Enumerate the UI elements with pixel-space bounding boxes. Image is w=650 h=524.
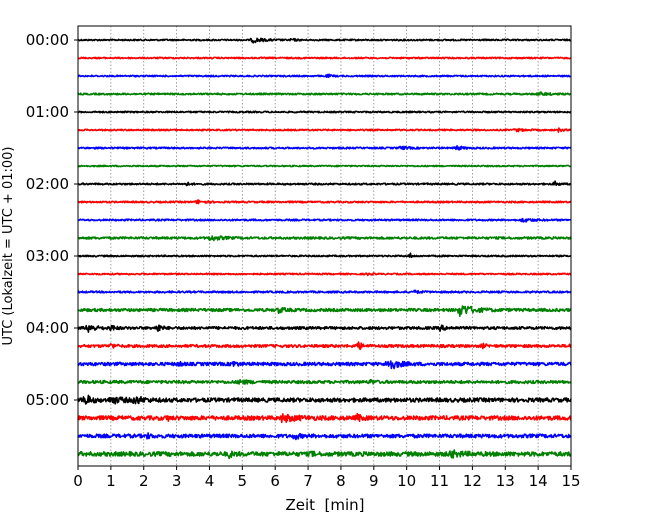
trace-19: [77, 378, 572, 385]
y-tick-label: 04:00: [26, 319, 69, 337]
trace-4: [77, 110, 572, 114]
x-tick-label: 0: [73, 472, 83, 490]
trace-22: [77, 432, 572, 441]
trace-1: [77, 56, 572, 60]
x-tick-label: 5: [238, 472, 248, 490]
x-axis: 0 1 2 3 4 5 6 7 8 9 10 11 12 13 14 15: [73, 466, 581, 490]
trace-9: [77, 199, 572, 205]
x-tick-label: 8: [336, 472, 346, 490]
x-tick-label: 9: [369, 472, 379, 490]
x-tick-label: 11: [430, 472, 449, 490]
trace-17: [77, 341, 572, 351]
x-tick-label: 14: [529, 472, 548, 490]
x-tick-label: 7: [303, 472, 313, 490]
x-tick-label: 15: [561, 472, 580, 490]
trace-8: [77, 180, 572, 187]
trace-23: [77, 449, 572, 460]
x-tick-label: 6: [270, 472, 280, 490]
y-tick-label: 01:00: [26, 103, 69, 121]
x-tick-label: 2: [139, 472, 149, 490]
y-tick-label: 00:00: [26, 31, 69, 49]
y-tick-label: 05:00: [26, 391, 69, 409]
seismogram-traces: [77, 37, 572, 460]
trace-16: [77, 324, 572, 333]
x-axis-label: Zeit [min]: [285, 496, 364, 514]
x-tick-label: 3: [172, 472, 182, 490]
trace-5: [77, 127, 572, 133]
x-tick-label: 13: [496, 472, 515, 490]
trace-15: [77, 305, 572, 318]
plot-frame: [77, 25, 572, 467]
y-tick-label: 03:00: [26, 247, 69, 265]
trace-21: [77, 412, 572, 424]
trace-0: [77, 37, 572, 44]
trace-6: [77, 145, 572, 151]
trace-7: [77, 164, 572, 168]
x-tick-label: 10: [397, 472, 416, 490]
trace-20: [77, 394, 572, 405]
trace-18: [77, 360, 572, 370]
x-tick-label: 1: [106, 472, 116, 490]
trace-3: [77, 91, 572, 96]
trace-2: [77, 73, 572, 78]
x-tick-label: 12: [463, 472, 482, 490]
y-axis: 00:00 01:00 02:00 03:00 04:00 05:00: [26, 31, 78, 409]
trace-14: [77, 289, 572, 295]
trace-11: [77, 235, 572, 242]
trace-10: [77, 217, 572, 223]
y-axis-label: UTC (Lokalzeit = UTC + 01:00): [1, 147, 16, 346]
trace-13: [77, 272, 572, 277]
y-tick-label: 02:00: [26, 175, 69, 193]
trace-12: [77, 252, 572, 259]
x-tick-label: 4: [205, 472, 215, 490]
